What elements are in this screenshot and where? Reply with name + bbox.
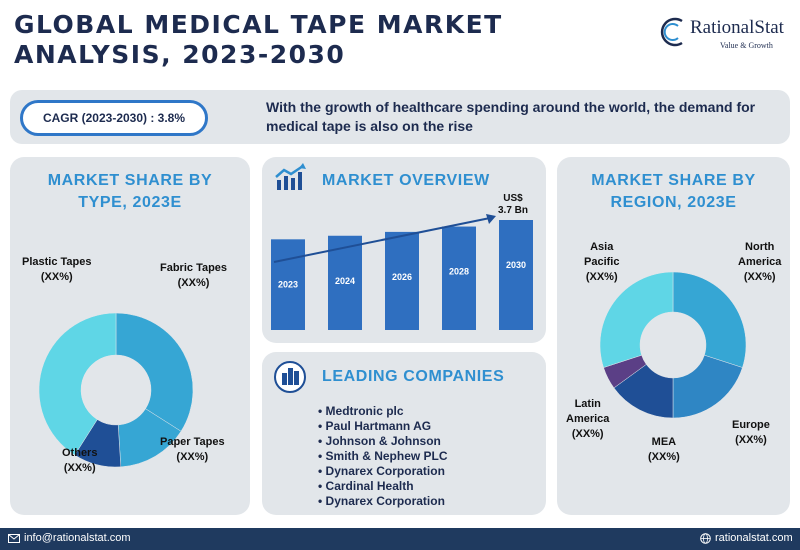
company-item: Johnson & Johnson [318, 434, 448, 449]
region-slice-europe [672, 354, 743, 419]
bar-2024 [328, 235, 362, 330]
label-plastic-tapes: Plastic Tapes (XX%) [22, 255, 92, 285]
label-mea: MEA (XX%) [648, 435, 680, 465]
footer-email[interactable]: info@rationalstat.com [8, 532, 131, 544]
label-fabric-tapes-name: Fabric Tapes [160, 262, 228, 274]
label-asia-pacific-value: (XX%) [585, 271, 618, 283]
label-north-america: North America (XX%) [738, 240, 781, 285]
banner-text: With the growth of healthcare spending a… [266, 99, 756, 134]
trend-arrow-head-icon [486, 214, 496, 224]
region-share-title-line-2: REGION, 2023E [610, 194, 737, 211]
label-asia-pacific: Asia Pacific (XX%) [584, 240, 619, 285]
label-latin-america-value: (XX%) [571, 428, 604, 440]
label-asia-pacific-name-1: Asia [590, 241, 614, 253]
company-item: Medtronic plc [318, 404, 448, 419]
footer-bar: info@rationalstat.com rationalstat.com [0, 528, 800, 550]
label-europe-name: Europe [732, 419, 770, 431]
overview-value-annotation: US$ 3.7 Bn [488, 193, 538, 217]
cagr-badge: CAGR (2023-2030) : 3.8% [20, 100, 208, 136]
bar-2026 [385, 231, 419, 330]
companies-list: Medtronic plc Paul Hartmann AG Johnson &… [318, 404, 448, 509]
label-latin-america-name-2: America [566, 413, 610, 425]
email-icon [8, 533, 20, 543]
bar-label-2023: 2023 [278, 279, 298, 289]
region-share-title-line-1: MARKET SHARE BY [591, 172, 756, 189]
leading-companies-title: LEADING COMPANIES [322, 368, 505, 385]
label-europe: Europe (XX%) [732, 418, 770, 448]
overview-value-currency: US$ [503, 193, 523, 204]
market-overview-bar-chart: 2023 2024 2026 2028 2030 [271, 214, 533, 330]
bar-2028 [442, 226, 476, 330]
globe-icon [700, 532, 711, 544]
cagr-banner: CAGR (2023-2030) : 3.8% With the growth … [10, 90, 790, 144]
overview-value-amount: 3.7 Bn [497, 205, 528, 216]
label-others-name: Others [62, 447, 98, 459]
bar-label-2028: 2028 [449, 267, 469, 277]
title-line-1: GLOBAL MEDICAL TAPE MARKET [14, 10, 503, 39]
company-item: Paul Hartmann AG [318, 419, 448, 434]
logo-name: RationalStat [690, 17, 784, 38]
label-europe-value: (XX%) [735, 434, 767, 446]
company-item: Smith & Nephew PLC [318, 449, 448, 464]
rationalstat-logo: RationalStat Value & Growth [660, 14, 790, 58]
region-slice-asia-pacific [599, 271, 674, 368]
bar-2030 [499, 220, 533, 330]
label-asia-pacific-name-2: Pacific [584, 256, 620, 268]
label-others-value: (XX%) [63, 462, 96, 474]
type-slice-fabric-tapes [115, 312, 194, 432]
type-share-title-line-2: TYPE, 2023E [78, 194, 182, 211]
logo-mark-icon [660, 17, 683, 47]
label-north-america-name-2: America [738, 256, 782, 268]
title-line-2: ANALYSIS, 2023-2030 [14, 40, 346, 69]
label-north-america-value: (XX%) [743, 271, 776, 283]
company-item: Cardinal Health [318, 479, 448, 494]
bar-label-2024: 2024 [335, 276, 355, 286]
label-fabric-tapes: Fabric Tapes (XX%) [160, 261, 227, 291]
label-plastic-tapes-value: (XX%) [40, 271, 73, 283]
company-item: Dynarex Corporation [318, 494, 448, 509]
label-paper-tapes-value: (XX%) [176, 451, 209, 463]
footer-website[interactable]: rationalstat.com [700, 532, 793, 544]
growth-chart-icon [275, 163, 306, 190]
region-donut-chart [599, 271, 747, 419]
label-fabric-tapes-value: (XX%) [177, 277, 210, 289]
bar-2023 [271, 239, 305, 330]
trend-arrow-line [273, 217, 491, 263]
label-paper-tapes-name: Paper Tapes [160, 436, 225, 448]
label-latin-america: Latin America (XX%) [566, 397, 609, 442]
type-share-title: MARKET SHARE BY TYPE, 2023E [10, 170, 250, 214]
footer-email-text: info@rationalstat.com [24, 532, 131, 544]
label-mea-name: MEA [651, 436, 677, 448]
region-share-panel [557, 157, 790, 515]
buildings-icon [274, 361, 306, 393]
label-others: Others (XX%) [62, 446, 97, 476]
market-overview-title: MARKET OVERVIEW [322, 172, 490, 189]
bar-label-2030: 2030 [506, 260, 526, 270]
footer-website-text: rationalstat.com [715, 532, 793, 544]
bar-label-2026: 2026 [392, 272, 412, 282]
company-item: Dynarex Corporation [318, 464, 448, 479]
label-paper-tapes: Paper Tapes (XX%) [160, 435, 225, 465]
type-slice-plastic-tapes [38, 312, 117, 456]
region-slice-north-america [672, 271, 747, 368]
type-share-title-line-1: MARKET SHARE BY [47, 172, 213, 189]
label-mea-value: (XX%) [648, 451, 680, 463]
label-latin-america-name-1: Latin [574, 398, 601, 410]
region-share-title: MARKET SHARE BY REGION, 2023E [557, 170, 790, 214]
label-plastic-tapes-name: Plastic Tapes [22, 256, 92, 268]
page-title: GLOBAL MEDICAL TAPE MARKET ANALYSIS, 202… [14, 10, 503, 70]
logo-tagline: Value & Growth [720, 41, 773, 50]
type-donut-chart [38, 312, 194, 468]
label-north-america-name-1: North [745, 241, 775, 253]
